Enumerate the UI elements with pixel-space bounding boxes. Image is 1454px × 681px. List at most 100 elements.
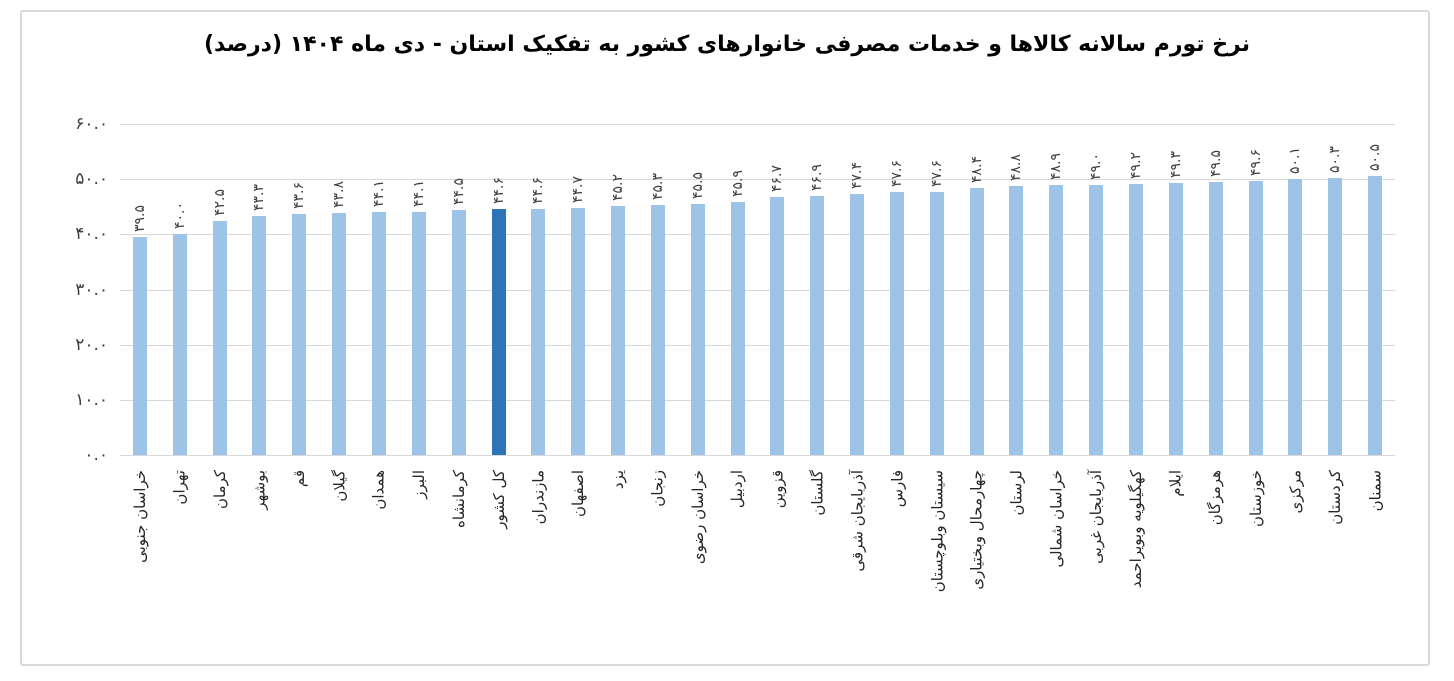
y-axis-tick-label: ۶۰.۰ (75, 114, 108, 134)
x-axis-category-label: سیستان وبلوچستان (927, 470, 946, 593)
bar (1049, 185, 1064, 455)
x-axis-slot: ایلام (1156, 470, 1196, 670)
plot-area: ۳۹.۵ ۴۰.۰ ۴۲.۵ ۴۳.۳ ۴۳.۶ ۴۳.۸ ۴۴.۱ ۴۴.۱ ۴۴.۵ ۴۴.۶… (120, 124, 1395, 456)
bar-slot: ۴۶.۹ (797, 124, 837, 455)
bar-value-label: ۴۵.۹ (729, 169, 746, 197)
bar (172, 234, 187, 455)
bar (690, 204, 705, 455)
x-axis-slot: همدان (359, 470, 399, 670)
x-axis-category-label: گلستان (808, 470, 827, 516)
bar-value-label: ۴۴.۶ (530, 176, 547, 204)
bar-slot: ۴۸.۹ (1036, 124, 1076, 455)
x-axis-slot: مازندران (518, 470, 558, 670)
y-axis-tick-label: ۴۰.۰ (75, 224, 108, 245)
gridline (120, 399, 1395, 401)
x-axis: خراسان جنوبی تهران کرمان بوشهر قم گیلان همدان ا… (120, 470, 1395, 670)
x-axis-slot: لرستان (997, 470, 1037, 670)
x-axis-category-label: اردبیل (728, 470, 747, 509)
x-axis-category-label: کهگیلویه وبویراحمد (1127, 470, 1146, 589)
y-axis-tick-label: ۳۰.۰ (75, 279, 108, 300)
bar (969, 188, 984, 455)
y-axis-tick-label: ۱۰.۰ (75, 389, 108, 410)
x-axis-category-label: آذربایجان غربی (1087, 470, 1106, 564)
x-axis-slot: قزوین (758, 470, 798, 670)
bar (371, 211, 386, 455)
x-axis-category-label: خراسان شمالی (1047, 470, 1066, 568)
bar-value-label: ۴۹.۶ (1247, 149, 1264, 177)
x-axis-category-label: کرمان (210, 470, 229, 510)
bar (889, 192, 904, 455)
bar (1288, 178, 1303, 455)
bar (650, 205, 665, 455)
bar-slot: ۴۹.۲ (1116, 124, 1156, 455)
bar-value-label: ۴۵.۳ (649, 173, 666, 201)
bar (212, 220, 227, 455)
bar-slot: ۴۴.۱ (399, 124, 439, 455)
bar-slot: ۴۵.۳ (638, 124, 678, 455)
bar-slot: ۵۰.۱ (1275, 124, 1315, 455)
x-axis-slot: بوشهر (240, 470, 280, 670)
gridline (120, 124, 1395, 125)
bar-value-label: ۴۴.۱ (410, 179, 427, 207)
gridline (120, 234, 1395, 236)
bar (1208, 181, 1223, 455)
x-axis-category-label: خراسان رضوی (688, 470, 707, 565)
x-axis-slot: خوزستان (1236, 470, 1276, 670)
bar-slot: ۴۴.۶ (479, 124, 519, 455)
bar-slot: ۳۹.۵ (120, 124, 160, 455)
bar (252, 216, 267, 455)
x-axis-line (120, 455, 1395, 456)
x-axis-category-label: همدان (369, 470, 388, 510)
bar (1089, 184, 1104, 455)
bar-value-label: ۴۹.۰ (1088, 152, 1105, 180)
x-axis-slot: چهارمحال وبختیاری (957, 470, 997, 670)
bar-value-label: ۴۷.۶ (928, 160, 945, 188)
bar-value-label: ۴۸.۴ (968, 155, 985, 183)
bar (1248, 181, 1263, 455)
gridline (120, 289, 1395, 291)
x-axis-slot: اصفهان (558, 470, 598, 670)
bar-value-label: ۵۰.۱ (1287, 146, 1304, 174)
bar (810, 196, 825, 455)
bar-value-label: ۴۸.۹ (1048, 153, 1065, 181)
x-axis-category-label: کل کشور (489, 470, 508, 529)
bar (292, 214, 307, 455)
bar-value-label: ۴۷.۶ (888, 160, 905, 188)
x-axis-category-label: مازندران (529, 470, 548, 525)
x-axis-category-label: خراسان جنوبی (130, 470, 149, 563)
x-axis-category-label: مرکزی (1286, 470, 1305, 514)
bar-slot: ۴۵.۵ (678, 124, 718, 455)
bar-value-label: ۴۴.۵ (450, 177, 467, 205)
bar-slot: ۴۴.۷ (558, 124, 598, 455)
y-axis-tick-label: ۵۰.۰ (75, 169, 108, 190)
x-axis-slot: کل کشور (479, 470, 519, 670)
x-axis-slot: فارس (877, 470, 917, 670)
bar-value-label: ۵۰.۵ (1367, 144, 1384, 172)
bar (1168, 183, 1183, 455)
bar-slot: ۴۸.۸ (997, 124, 1037, 455)
bar (730, 201, 745, 455)
x-axis-slot: کردستان (1315, 470, 1355, 670)
x-axis-slot: قم (279, 470, 319, 670)
bar-slot: ۴۰.۰ (160, 124, 200, 455)
bar-slot: ۴۴.۶ (518, 124, 558, 455)
x-axis-category-label: فارس (887, 470, 906, 508)
bar-value-label: ۴۳.۸ (331, 181, 348, 209)
bar-slot: ۴۳.۳ (240, 124, 280, 455)
x-axis-category-label: اصفهان (569, 470, 588, 517)
bar-slot: ۴۵.۲ (598, 124, 638, 455)
x-axis-slot: کرمانشاه (439, 470, 479, 670)
bar (332, 213, 347, 455)
gridline (120, 179, 1395, 181)
x-axis-slot: خراسان رضوی (678, 470, 718, 670)
x-axis-category-label: یزد (609, 470, 628, 490)
x-axis-slot: هرمزگان (1196, 470, 1236, 670)
bar-slot: ۴۳.۶ (279, 124, 319, 455)
bar-value-label: ۴۹.۳ (1167, 151, 1184, 179)
bar-slot: ۵۰.۵ (1355, 124, 1395, 455)
bar (770, 197, 785, 455)
bar-value-label: ۴۴.۱ (370, 179, 387, 207)
chart-title: نرخ تورم سالانه کالاها و خدمات مصرفی خان… (204, 32, 1250, 57)
bar-value-label: ۴۰.۰ (171, 202, 188, 230)
bar-value-label: ۴۶.۹ (809, 164, 826, 192)
